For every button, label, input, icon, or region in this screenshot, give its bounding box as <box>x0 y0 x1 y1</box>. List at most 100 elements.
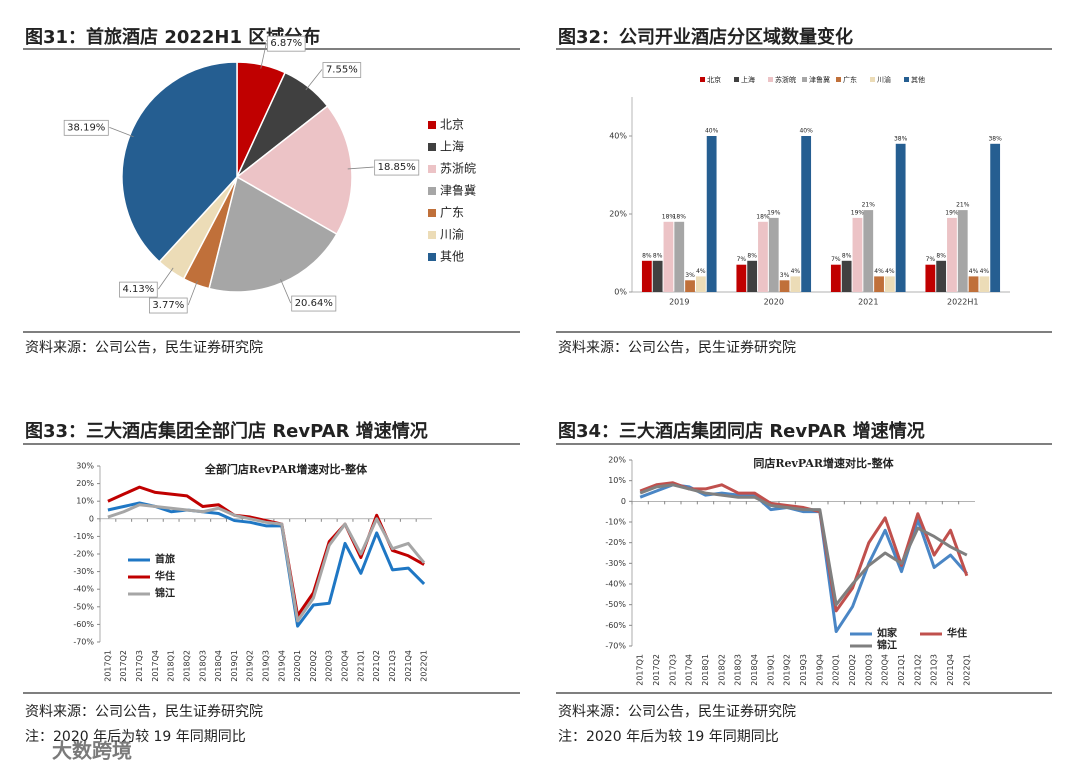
leader-line <box>305 69 323 91</box>
legend-swatch <box>734 77 739 82</box>
leader-line <box>260 43 267 69</box>
legend-label: 华住 <box>155 570 175 583</box>
x-tick-label: 2018Q2 <box>182 650 191 682</box>
legend-swatch <box>428 231 436 239</box>
y-tick-label: -10% <box>73 532 94 541</box>
y-tick-label: -20% <box>605 538 626 547</box>
legend-label: 北京 <box>440 118 464 132</box>
bar <box>652 260 663 292</box>
legend-label: 首旅 <box>155 553 175 566</box>
bar <box>990 143 1001 292</box>
x-tick-label: 2020Q3 <box>325 650 334 682</box>
value-label: 4.13% <box>122 284 154 295</box>
value-label: 3% <box>780 272 790 279</box>
source: 资料来源：公司公告，民生证券研究院 <box>558 340 796 356</box>
value-label: 8% <box>842 252 852 259</box>
legend-swatch <box>428 121 436 129</box>
x-tick-label: 2020 <box>764 298 784 307</box>
bar <box>863 210 874 292</box>
x-tick-label: 2019 <box>669 298 689 307</box>
legend-label: 津鲁冀 <box>809 75 830 84</box>
note: 注：2020 年后为较 19 年同期同比 <box>25 729 246 745</box>
value-label: 7.55% <box>326 65 358 76</box>
y-tick-label: -30% <box>73 567 94 576</box>
x-tick-label: 2020Q4 <box>881 654 890 686</box>
chart-title: 同店RevPAR增速对比-整体 <box>753 456 894 470</box>
value-label: 19% <box>851 209 865 216</box>
bar <box>979 276 990 292</box>
value-label: 38% <box>894 135 908 142</box>
x-tick-label: 2020Q1 <box>293 650 302 682</box>
caption: 图31：首旅酒店 2022H1 区域分布 <box>25 26 320 48</box>
value-label: 8% <box>747 252 757 259</box>
legend-swatch <box>428 165 436 173</box>
y-tick-label: -60% <box>605 621 626 630</box>
x-tick-label: 2017Q2 <box>652 654 661 686</box>
note: 注：2020 年后为较 19 年同期同比 <box>558 729 779 745</box>
y-tick-label: 10% <box>608 476 626 485</box>
legend-label: 广东 <box>843 75 857 84</box>
line-series <box>639 481 969 613</box>
y-tick-label: -10% <box>605 518 626 527</box>
bar <box>947 217 957 292</box>
label-box <box>291 295 337 312</box>
x-tick-label: 2018Q2 <box>717 654 726 686</box>
x-tick-label: 2020Q2 <box>848 654 857 686</box>
y-tick-label: -50% <box>73 602 94 611</box>
x-tick-label: 2017Q2 <box>119 650 128 682</box>
x-tick-label: 2018Q3 <box>734 654 743 686</box>
x-tick-label: 2022Q1 <box>962 654 971 686</box>
legend-label: 苏浙皖 <box>775 75 796 84</box>
y-tick-label: -70% <box>73 638 94 647</box>
value-label: 18.85% <box>378 162 416 173</box>
value-label: 38.19% <box>67 122 105 133</box>
bar <box>895 143 906 292</box>
chart-title: 全部门店RevPAR增速对比-整体 <box>204 462 368 476</box>
bar <box>801 136 812 292</box>
legend-swatch <box>870 77 875 82</box>
bar <box>706 136 717 292</box>
value-label: 40% <box>705 128 719 135</box>
watermark: 大数跨境 <box>52 739 132 763</box>
caption: 图33：三大酒店集团全部门店 RevPAR 增速情况 <box>25 420 428 442</box>
value-label: 4% <box>969 268 979 275</box>
y-tick-label: 0 <box>89 514 94 523</box>
x-tick-label: 2019Q4 <box>815 654 824 686</box>
x-tick-label: 2022H1 <box>947 298 978 307</box>
bar <box>790 276 801 292</box>
source: 资料来源：公司公告，民生证券研究院 <box>25 704 263 720</box>
bar <box>663 221 674 292</box>
x-tick-label: 2019Q3 <box>799 654 808 686</box>
value-label: 20.64% <box>295 298 333 309</box>
value-label: 6.87% <box>270 38 302 49</box>
x-tick-label: 2020Q1 <box>832 654 841 686</box>
value-label: 8% <box>642 252 652 259</box>
x-tick-label: 2021Q4 <box>404 650 413 682</box>
legend-label: 川渝 <box>440 227 464 242</box>
x-tick-label: 2019Q3 <box>262 650 271 682</box>
legend-label: 华住 <box>947 627 967 640</box>
bar <box>874 276 884 292</box>
bar <box>884 276 895 292</box>
bar <box>674 221 685 292</box>
legend-swatch <box>836 77 841 82</box>
legend-label: 其他 <box>440 250 464 264</box>
x-tick-label: 2019Q2 <box>246 650 255 682</box>
y-tick-label: -60% <box>73 620 94 629</box>
legend-label: 上海 <box>741 75 755 84</box>
value-label: 18% <box>662 213 676 220</box>
bar <box>747 260 758 292</box>
legend-swatch <box>768 77 773 82</box>
value-label: 7% <box>926 256 936 263</box>
y-tick-label: 40% <box>609 132 627 141</box>
y-tick-label: -40% <box>73 585 94 594</box>
y-tick-label: -20% <box>73 550 94 559</box>
value-label: 4% <box>696 268 706 275</box>
value-label: 8% <box>653 252 663 259</box>
legend-label: 广东 <box>440 206 464 220</box>
x-tick-label: 2019Q1 <box>766 654 775 686</box>
x-tick-label: 2019Q2 <box>783 654 792 686</box>
value-label: 8% <box>936 252 946 259</box>
y-tick-label: 10% <box>76 497 94 506</box>
x-tick-label: 2017Q1 <box>103 650 112 682</box>
